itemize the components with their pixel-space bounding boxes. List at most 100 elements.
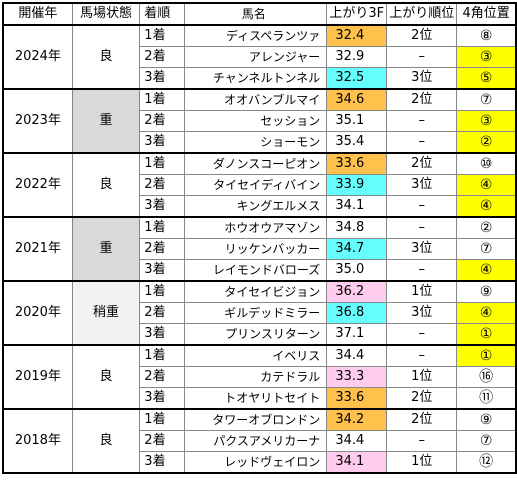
last3f-cell: 34.2 (326, 408, 388, 431)
last3f-cell: 33.6 (326, 387, 388, 410)
header-last3f-rank: 上がり順位 (386, 2, 458, 26)
last3f-cell: 34.1 (326, 195, 388, 218)
last3f-cell: 36.2 (326, 280, 388, 303)
table-row: 2022年良 1着 ダノンスコーピオン 33.6 2位 ⑩ (2, 152, 517, 218)
corner4-position-cell: ① (456, 323, 517, 346)
table-row: 2着 ギルデッドミラー 36.8 3位 ④ (3, 302, 517, 324)
rank-cell: 1着 (139, 280, 186, 303)
horse-name-cell: セッション (184, 110, 328, 132)
rank-cell: 2着 (139, 174, 186, 196)
horse-name-cell: タワーオブロンドン (184, 408, 328, 431)
year-cell: 2020年 (2, 280, 73, 346)
last3f-rank-cell: 3位 (386, 302, 458, 324)
last3f-cell: 34.4 (326, 430, 388, 452)
track-condition-cell: 重 (71, 216, 141, 282)
rank-cell: 2着 (139, 238, 186, 260)
corner4-position-cell: ② (456, 216, 517, 239)
track-condition-cell: 良 (71, 408, 141, 474)
horse-name-cell: イベリス (184, 344, 328, 367)
last3f-rank-cell: – (386, 46, 458, 68)
last3f-cell: 35.1 (326, 110, 388, 132)
rank-cell: 1着 (139, 88, 186, 111)
last3f-cell: 37.1 (326, 323, 388, 346)
table-row: 3着 レッドヴェイロン 34.1 1位 ⑫ (3, 451, 517, 474)
table-body: 2024年良 1着 ディスペランツァ 32.4 2位 ⑧ 2着 アレンジャー 32.9– ③ 3着チ… (2, 24, 517, 474)
corner4-position-cell: ⑦ (456, 238, 517, 260)
year-cell: 2022年 (2, 152, 73, 218)
corner4-position-cell: ⑧ (456, 24, 517, 47)
table-row: 2着 タイセイディバイン 33.9 3位 ④ (3, 174, 517, 196)
header-year: 開催年 (2, 2, 73, 26)
corner4-position-cell: ③ (456, 46, 517, 68)
last3f-rank-cell: 1位 (386, 451, 458, 474)
header-last3f: 上がり3F (326, 2, 388, 26)
header-rank: 着順 (139, 2, 186, 26)
table-row: 2023年重 1着 オオバンブルマイ 34.6 2位 ⑦ (2, 88, 517, 154)
last3f-rank-cell: – (386, 195, 458, 218)
track-condition-cell: 重 (71, 88, 141, 154)
rank-cell: 3着 (139, 451, 186, 474)
last3f-rank-cell: 2位 (386, 88, 458, 111)
last3f-cell: 32.9 (326, 46, 388, 68)
horse-name-cell: ギルデッドミラー (184, 302, 328, 324)
corner4-position-cell: ② (456, 131, 517, 154)
table-row: 2着 リッケンバッカー 34.7 3位 ⑦ (3, 238, 517, 260)
corner4-position-cell: ⑨ (456, 408, 517, 431)
table-row: 3着 キングエルメス 34.1– ④ (3, 195, 517, 218)
last3f-cell: 34.6 (326, 88, 388, 111)
rank-cell: 3着 (139, 131, 186, 154)
header-corner4: 4角位置 (456, 2, 517, 26)
last3f-rank-cell: 3位 (386, 238, 458, 260)
horse-name-cell: ディスペランツァ (184, 24, 328, 47)
rank-cell: 3着 (139, 195, 186, 218)
corner4-position-cell: ⑪ (456, 387, 517, 410)
header-horse: 馬名 (184, 2, 328, 26)
corner4-position-cell: ⑩ (456, 152, 517, 175)
horse-name-cell: パクスアメリカーナ (184, 430, 328, 452)
last3f-rank-cell: – (386, 216, 458, 239)
year-cell: 2024年 (2, 24, 73, 90)
table-row: 3着 ショーモン 35.4– ② (3, 131, 517, 154)
corner4-position-cell: ④ (456, 259, 517, 282)
rank-cell: 2着 (139, 302, 186, 324)
corner4-position-cell: ④ (456, 174, 517, 196)
last3f-cell: 34.8 (326, 216, 388, 239)
race-results-table: 開催年 馬場状態 着順 馬名 上がり3F 上がり順位 4角位置 2024年良 1着… (2, 2, 517, 474)
horse-name-cell: タイセイディバイン (184, 174, 328, 196)
last3f-rank-cell: 1位 (386, 366, 458, 388)
horse-name-cell: ショーモン (184, 131, 328, 154)
last3f-cell: 33.9 (326, 174, 388, 196)
table-row: 2018年良 1着 タワーオブロンドン 34.2 2位 ⑨ (2, 408, 517, 474)
rank-cell: 2着 (139, 366, 186, 388)
header-condition: 馬場状態 (71, 2, 141, 26)
last3f-rank-cell: – (386, 344, 458, 367)
last3f-rank-cell: – (386, 259, 458, 282)
year-cell: 2019年 (2, 344, 73, 410)
track-condition-cell: 良 (71, 24, 141, 90)
last3f-cell: 35.4 (326, 131, 388, 154)
rank-cell: 3着 (139, 387, 186, 410)
last3f-rank-cell: 2位 (386, 387, 458, 410)
horse-name-cell: カテドラル (184, 366, 328, 388)
rank-cell: 3着 (139, 259, 186, 282)
table-row: 2着 パクスアメリカーナ 34.4– ⑦ (3, 430, 517, 452)
rank-cell: 1着 (139, 24, 186, 47)
track-condition-cell: 良 (71, 344, 141, 410)
year-cell: 2023年 (2, 88, 73, 154)
table-row: 2着 アレンジャー 32.9– ③ (3, 46, 517, 68)
table-row: 2020年 稍重 1着 タイセイビジョン 36.2 1位 ⑨ (2, 280, 517, 346)
corner4-position-cell: ⑨ (456, 280, 517, 303)
horse-name-cell: チャンネルトンネル (184, 67, 328, 90)
last3f-rank-cell: – (386, 323, 458, 346)
rank-cell: 1着 (139, 408, 186, 431)
corner4-position-cell: ⑯ (456, 366, 517, 388)
last3f-cell: 34.1 (326, 451, 388, 474)
results-table-container: 開催年 馬場状態 着順 馬名 上がり3F 上がり順位 4角位置 2024年良 1着… (2, 2, 517, 474)
table-row: 2着 カテドラル 33.3 1位 ⑯ (3, 366, 517, 388)
last3f-rank-cell: – (386, 131, 458, 154)
horse-name-cell: プリンスリターン (184, 323, 328, 346)
horse-name-cell: ホウオウアマゾン (184, 216, 328, 239)
corner4-position-cell: ④ (456, 195, 517, 218)
table-row: 3着 プリンスリターン 37.1– ① (3, 323, 517, 346)
corner4-position-cell: ⑫ (456, 451, 517, 474)
